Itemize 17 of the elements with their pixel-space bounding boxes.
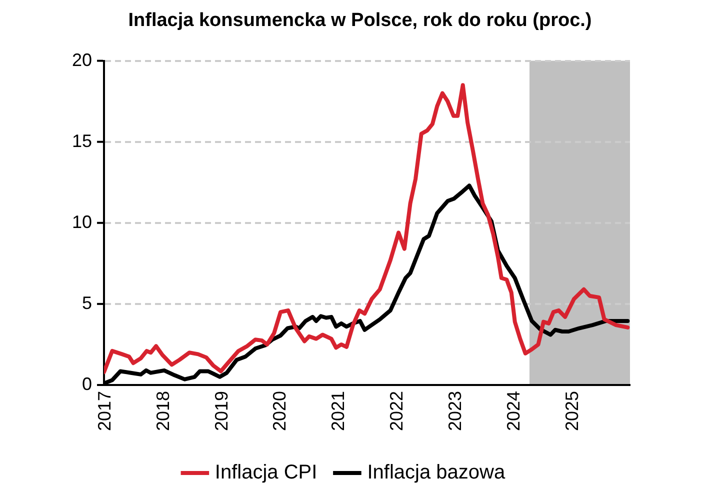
legend-label: Inflacja CPI [214, 462, 318, 484]
x-tick-label: 2021 [328, 391, 348, 432]
y-tick-label: 20 [72, 50, 92, 70]
x-tick-label: 2018 [152, 391, 173, 432]
y-tick-label: 0 [82, 374, 92, 394]
x-tick-label: 2022 [386, 391, 407, 432]
legend-label: Inflacja bazowa [367, 462, 506, 484]
x-tick-label: 2023 [445, 391, 466, 432]
x-tick-label: 2019 [211, 391, 232, 432]
x-tick-label: 2017 [94, 391, 114, 432]
y-tick-label: 10 [72, 212, 92, 232]
x-tick-label: 2024 [504, 391, 524, 432]
y-tick-label: 15 [72, 130, 92, 151]
y-tick-label: 5 [82, 292, 92, 313]
chart-title: Inflacja konsumencka w Polsce, rok do roku (proc.) [127, 9, 593, 33]
x-tick-label: 2020 [270, 391, 290, 432]
x-tick-label: 2025 [562, 391, 582, 432]
